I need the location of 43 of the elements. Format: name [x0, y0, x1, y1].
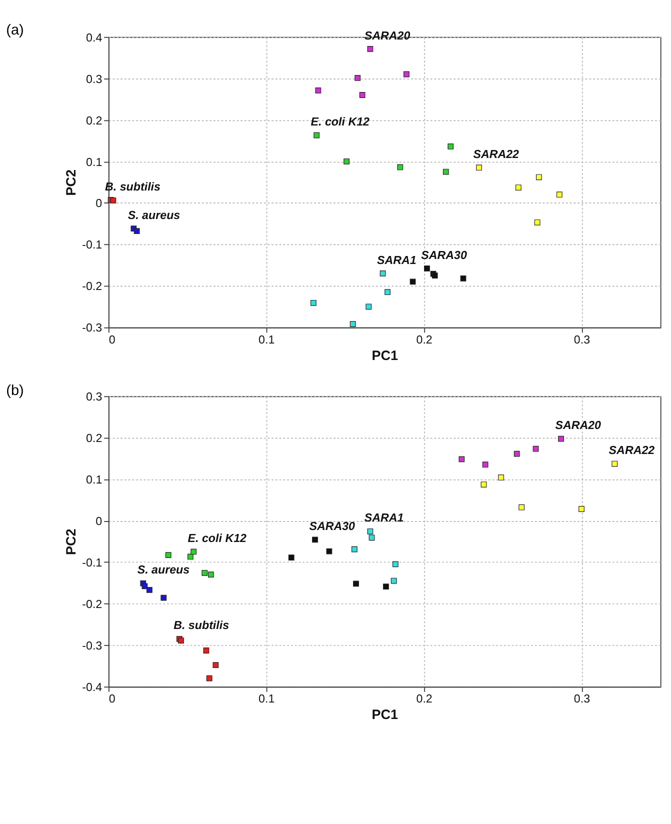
- x-tick-label: 0.1: [258, 692, 275, 706]
- series-label: SARA22: [608, 444, 656, 458]
- y-tick-label: -0.1: [82, 556, 102, 570]
- x-tick-label: 0.1: [258, 333, 275, 346]
- chart-title: (b): [6, 383, 24, 400]
- series-label: S. aureus: [137, 564, 190, 577]
- x-tick-label: 0: [108, 333, 116, 346]
- x-tick-label: 0.2: [416, 692, 432, 706]
- x-tick-label: 0.3: [574, 692, 590, 706]
- y-tick-label: 0: [96, 514, 102, 528]
- series-label: SARA1: [364, 512, 404, 525]
- y-tick-label: -0.3: [82, 322, 102, 335]
- y-tick-label: 0.2: [86, 114, 102, 128]
- x-tick-label: 0.2: [416, 333, 432, 346]
- x-axis-title: PC1: [372, 707, 399, 722]
- y-tick-label: 0.2: [86, 432, 102, 445]
- y-tick-label: -0.1: [82, 238, 102, 252]
- x-axis-title: PC1: [372, 348, 399, 363]
- series-label: SARA30: [421, 248, 468, 262]
- series-label: SARA22: [473, 148, 520, 161]
- series-label: E. coli K12: [188, 532, 248, 546]
- series-label: E. coli K12: [310, 116, 370, 129]
- series-label: SARA1: [377, 254, 416, 267]
- y-axis-title: PC2: [63, 169, 78, 196]
- x-tick-label: 0: [108, 692, 116, 706]
- y-tick-label: 0.1: [86, 473, 102, 486]
- y-tick-label: -0.3: [82, 639, 102, 652]
- chart-title: (a): [6, 22, 24, 38]
- y-tick-label: -0.4: [82, 680, 103, 694]
- series-label: SARA30: [309, 520, 356, 534]
- y-tick-label: -0.2: [82, 280, 102, 294]
- series-label: SARA20: [555, 419, 602, 432]
- y-tick-label: 0.3: [86, 390, 102, 404]
- y-tick-label: 0.4: [86, 31, 103, 44]
- y-tick-label: -0.2: [82, 598, 102, 611]
- series-label: SARA20: [364, 29, 411, 42]
- series-label: B. subtilis: [174, 619, 230, 632]
- y-tick-label: 0.1: [86, 156, 102, 169]
- y-tick-label: 0: [96, 197, 102, 210]
- y-tick-label: 0.3: [86, 72, 102, 86]
- series-label: S. aureus: [128, 208, 181, 222]
- x-tick-label: 0.3: [574, 333, 590, 346]
- y-axis-title: PC2: [63, 528, 78, 556]
